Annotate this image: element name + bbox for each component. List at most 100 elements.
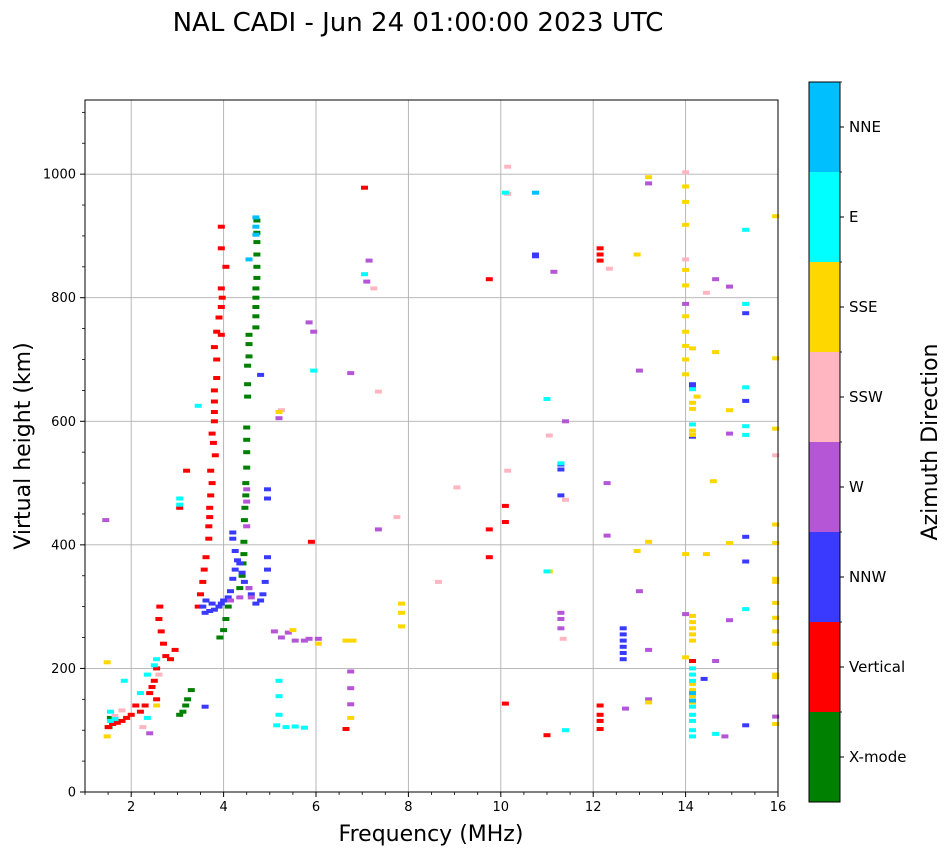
data-point-vertical	[501, 503, 509, 508]
data-point-e	[273, 723, 281, 728]
data-point-vertical	[213, 329, 221, 334]
data-point-nnw	[217, 601, 225, 606]
data-point-vertical	[118, 718, 126, 723]
data-point-vertical	[217, 224, 225, 229]
data-point-vertical	[199, 579, 207, 584]
data-point-nnw	[231, 549, 239, 553]
data-point-x-mode	[236, 586, 244, 591]
data-point-x-mode	[106, 715, 114, 720]
data-point-sse	[682, 184, 690, 189]
data-point-vertical	[210, 399, 218, 404]
data-point-w	[247, 595, 255, 600]
data-point-x-mode	[243, 425, 251, 430]
data-point-ssw	[434, 579, 442, 584]
data-point-nnw	[231, 567, 239, 572]
data-point-e	[689, 704, 696, 709]
data-point-vertical	[141, 703, 149, 708]
data-point-sse	[682, 283, 690, 288]
data-point-sse	[103, 660, 111, 665]
data-point-e	[282, 725, 290, 730]
data-point-x-mode	[179, 709, 187, 714]
data-point-sse	[689, 681, 696, 686]
data-point-x-mode	[243, 465, 251, 470]
data-point-ssw	[118, 708, 126, 713]
data-point-sse	[275, 410, 283, 414]
data-point-ssw	[682, 170, 690, 175]
colorbar: X-mode Vertical NNW W SSW SSE E NNE	[808, 81, 906, 803]
data-point-w	[645, 181, 653, 186]
data-point-sse	[342, 638, 350, 643]
data-point-w	[347, 669, 355, 674]
data-point-vertical	[136, 709, 144, 714]
data-point-e	[176, 496, 184, 501]
data-point-x-mode	[224, 604, 232, 609]
data-point-sse	[689, 694, 696, 699]
data-marks-layer	[102, 164, 780, 739]
data-point-sse	[682, 357, 690, 362]
x-tick-label: 16	[770, 800, 787, 815]
data-point-sse	[633, 549, 641, 553]
data-point-w	[243, 487, 251, 492]
data-point-nnw	[215, 604, 223, 609]
data-point-ssw	[562, 497, 569, 502]
data-point-ssw	[370, 286, 378, 291]
data-point-e	[742, 227, 750, 232]
data-point-e	[543, 397, 551, 401]
data-point-sse	[772, 629, 780, 634]
data-point-vertical	[485, 277, 493, 282]
data-point-e	[689, 672, 696, 677]
data-point-vertical	[215, 315, 223, 320]
data-point-w	[314, 636, 322, 641]
data-point-ssw	[504, 468, 512, 473]
data-point-x-mode	[252, 295, 260, 300]
data-point-nnw	[229, 536, 237, 541]
data-point-e	[194, 403, 202, 408]
data-point-e	[275, 694, 283, 699]
data-point-ssw	[393, 515, 401, 520]
data-point-vertical	[194, 604, 202, 609]
data-point-w	[305, 320, 313, 325]
data-point-ssw	[111, 714, 119, 718]
data-point-x-mode	[252, 325, 260, 330]
data-point-e	[143, 672, 151, 677]
data-point-vertical	[210, 388, 218, 393]
data-point-nnw	[619, 626, 627, 631]
data-point-vertical	[342, 727, 350, 731]
data-point-vertical	[218, 295, 226, 300]
data-point-sse	[682, 655, 690, 660]
data-point-vertical	[596, 712, 604, 717]
data-point-sse	[772, 641, 780, 646]
data-point-nnw	[532, 254, 539, 259]
data-point-sse	[398, 610, 405, 615]
data-point-sse	[153, 703, 161, 708]
data-point-sse	[689, 406, 696, 411]
data-point-vertical	[596, 252, 604, 257]
data-point-e	[291, 724, 299, 729]
data-point-vertical	[200, 567, 208, 572]
data-point-w	[227, 598, 234, 603]
colorbar-segment	[809, 712, 840, 802]
data-point-nnw	[619, 638, 627, 643]
data-point-sse	[682, 372, 690, 377]
data-point-vertical	[160, 641, 167, 646]
data-point-vertical	[361, 185, 368, 190]
data-point-w	[275, 416, 283, 421]
x-axis-label: Frequency (MHz)	[339, 822, 524, 847]
data-point-e	[143, 715, 151, 720]
y-tick-label: 200	[51, 662, 76, 677]
data-point-x-mode	[240, 552, 248, 557]
colorbar-segment	[809, 172, 840, 262]
data-point-w	[374, 527, 382, 532]
y-axis-label: Virtual height (km)	[11, 342, 36, 549]
data-point-e	[120, 678, 128, 683]
data-point-e	[562, 728, 569, 733]
colorbar-segment	[809, 262, 840, 352]
data-point-vertical	[207, 468, 215, 473]
data-point-w	[557, 617, 565, 621]
data-point-vertical	[153, 666, 161, 671]
data-point-e	[742, 432, 750, 437]
data-point-ssw	[504, 164, 512, 169]
data-point-vertical	[205, 536, 213, 541]
data-point-vertical	[153, 697, 161, 702]
data-point-sse	[709, 479, 717, 484]
